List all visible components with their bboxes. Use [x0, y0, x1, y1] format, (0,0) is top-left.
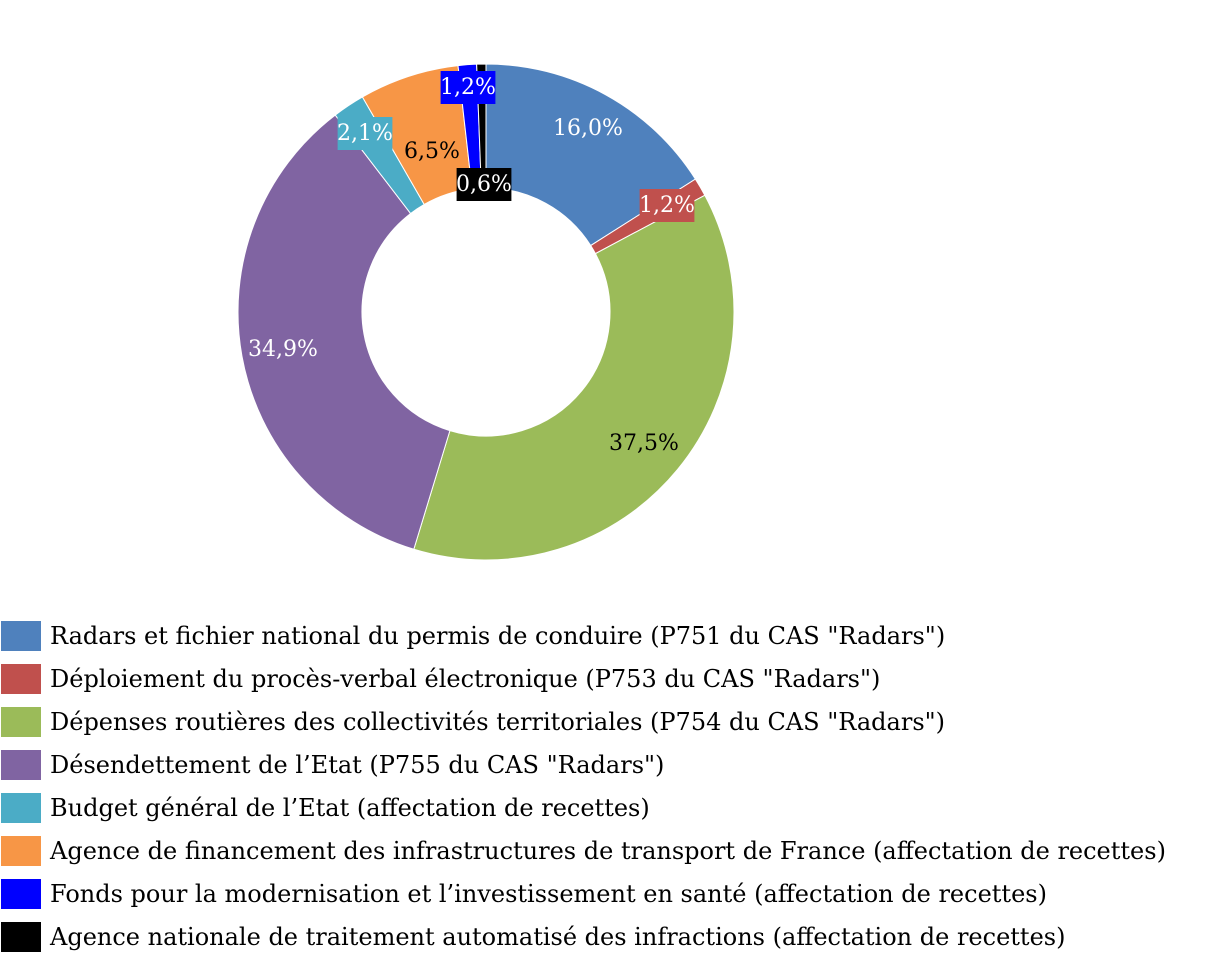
svg-text:37,5%: 37,5%	[609, 431, 679, 456]
legend-item-8: Agence nationale de traitement automatis…	[0, 915, 1224, 958]
donut-slice-3	[413, 194, 735, 561]
legend-swatch-8	[1, 921, 41, 952]
data-label-3: 37,5%	[609, 431, 679, 456]
legend-item-3: Dépenses routières des collectivités ter…	[0, 700, 1224, 743]
svg-text:0,6%: 0,6%	[456, 172, 512, 197]
legend-item-6: Agence de financement des infrastructure…	[0, 829, 1224, 872]
legend-label-6: Agence de financement des infrastructure…	[50, 836, 1166, 865]
legend-label-1: Radars et fichier national du permis de …	[50, 621, 946, 650]
svg-text:1,2%: 1,2%	[440, 75, 496, 100]
data-label-7: 1,2%	[440, 71, 496, 104]
legend-item-5: Budget général de l’Etat (affectation de…	[0, 786, 1224, 829]
legend-label-3: Dépenses routières des collectivités ter…	[50, 707, 946, 736]
data-label-4: 34,9%	[248, 337, 318, 362]
legend-swatch-4	[1, 749, 41, 780]
legend-label-4: Désendettement de l’Etat (P755 du CAS "R…	[50, 750, 665, 779]
data-label-8: 0,6%	[456, 168, 512, 201]
data-label-1: 16,0%	[553, 116, 623, 141]
legend-swatch-2	[1, 663, 41, 694]
svg-text:1,2%: 1,2%	[639, 193, 695, 218]
donut-chart: 16,0% 1,2% 37,5% 34,9% 2,1% 6,5% 1,2% 0,6%	[237, 63, 735, 561]
chart-legend: Radars et fichier national du permis de …	[0, 614, 1224, 958]
legend-label-2: Déploiement du procès-verbal électroniqu…	[50, 664, 881, 693]
data-label-box-2	[639, 189, 695, 222]
legend-item-4: Désendettement de l’Etat (P755 du CAS "R…	[0, 743, 1224, 786]
legend-label-7: Fonds pour la modernisation et l’investi…	[50, 879, 1047, 908]
legend-swatch-1	[1, 620, 41, 651]
legend-label-8: Agence nationale de traitement automatis…	[50, 922, 1066, 951]
svg-text:2,1%: 2,1%	[337, 121, 393, 146]
legend-item-2: Déploiement du procès-verbal électroniqu…	[0, 657, 1224, 700]
legend-swatch-6	[1, 835, 41, 866]
legend-label-5: Budget général de l’Etat (affectation de…	[50, 793, 650, 822]
legend-swatch-3	[1, 706, 41, 737]
svg-text:16,0%: 16,0%	[553, 116, 623, 141]
legend-item-1: Radars et fichier national du permis de …	[0, 614, 1224, 657]
data-label-box-7	[440, 71, 496, 104]
data-label-5: 2,1%	[337, 117, 393, 150]
donut-slice-4	[237, 114, 451, 550]
data-label-2: 1,2%	[639, 189, 695, 222]
legend-swatch-5	[1, 792, 41, 823]
svg-text:6,5%: 6,5%	[404, 139, 460, 164]
data-label-box-5	[337, 117, 393, 150]
legend-item-7: Fonds pour la modernisation et l’investi…	[0, 872, 1224, 915]
data-label-6: 6,5%	[404, 139, 460, 164]
legend-swatch-7	[1, 878, 41, 909]
data-label-box-8	[456, 168, 512, 201]
svg-text:34,9%: 34,9%	[248, 337, 318, 362]
